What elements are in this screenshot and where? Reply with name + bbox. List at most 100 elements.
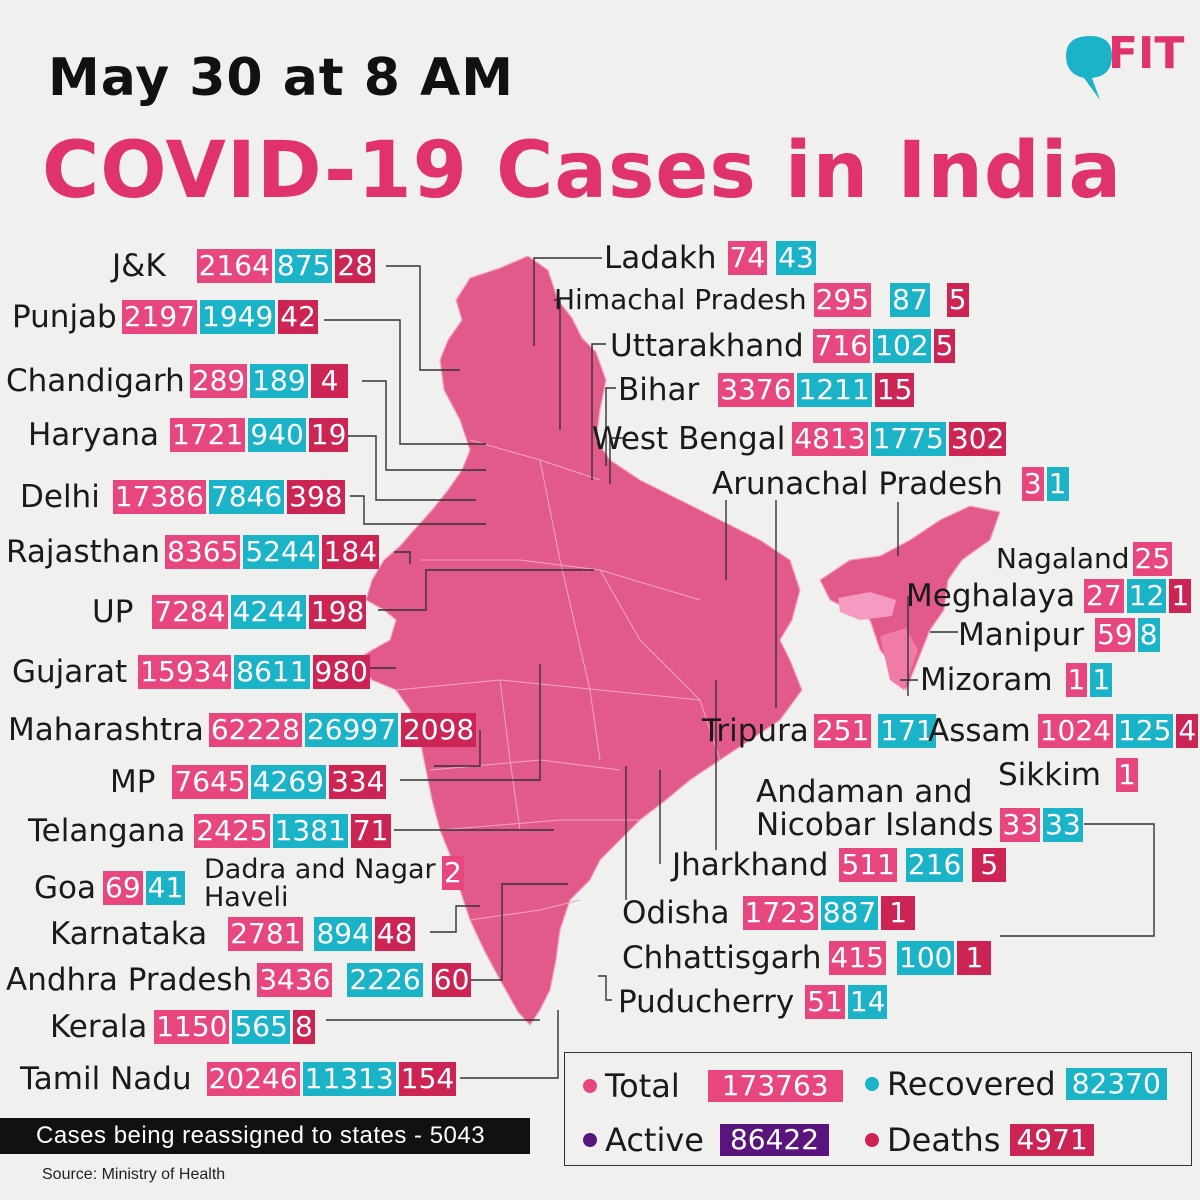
recovered-dot-icon <box>865 1077 879 1091</box>
recovered-value: 4269 <box>250 765 326 799</box>
andaman-name-line1: Andaman and <box>756 774 973 810</box>
recovered-value: 7846 <box>208 480 285 514</box>
legend-deaths: Deaths 4971 <box>865 1121 1094 1159</box>
state-name: Nagaland <box>996 542 1130 575</box>
state-name: Chhattisgarh <box>622 939 822 976</box>
total-value: 7645 <box>172 765 248 799</box>
recovered-value: 894 <box>314 917 372 951</box>
state-name: Himachal Pradesh <box>554 283 807 316</box>
state-name: Goa <box>34 869 96 906</box>
recovered-value: 171 <box>878 714 936 748</box>
state-puducherry: Puducherry 51 14 <box>618 985 889 1019</box>
deaths-value: 198 <box>308 595 367 629</box>
deaths-value: 48 <box>374 917 415 951</box>
state-arunachal: Arunachal Pradesh 3 1 <box>712 467 1071 501</box>
deaths-value: 71 <box>350 814 391 848</box>
recovered-value: 8611 <box>234 655 310 689</box>
total-value: 8365 <box>165 535 241 569</box>
recovered-value: 5244 <box>243 535 319 569</box>
legend-label: Total <box>605 1067 680 1105</box>
total-value: 25 <box>1132 542 1173 576</box>
state-chandigarh: Chandigarh 289 189 4 <box>6 364 350 398</box>
state-name: Assam <box>928 712 1031 749</box>
total-value: 74 <box>727 241 768 275</box>
recovered-value: 102 <box>873 329 931 363</box>
state-name: Chandigarh <box>6 362 185 399</box>
state-name: Rajasthan <box>6 533 161 570</box>
state-name: West Bengal <box>592 420 786 457</box>
recovered-value: 87 <box>890 283 930 317</box>
recovered-value: 1775 <box>870 422 946 456</box>
state-tamilnadu: Tamil Nadu 20246 11313 154 <box>20 1062 458 1096</box>
deaths-value: 2098 <box>400 713 477 747</box>
deaths-value: 398 <box>287 480 345 514</box>
total-value: 15934 <box>138 655 232 689</box>
deaths-value: 28 <box>335 249 376 283</box>
legend-value: 86422 <box>719 1124 830 1156</box>
total-value: 62228 <box>208 713 302 747</box>
legend-value: 82370 <box>1065 1068 1167 1100</box>
state-sikkim: Sikkim 1 <box>998 758 1140 792</box>
recovered-value: 12 <box>1126 579 1167 613</box>
state-name: Sikkim <box>998 756 1102 793</box>
state-name: Puducherry <box>618 983 795 1020</box>
state-himachal: Himachal Pradesh 295 87 5 <box>554 283 971 317</box>
deaths-value: 1 <box>957 941 992 975</box>
recovered-value: 940 <box>248 418 306 452</box>
total-value: 1723 <box>742 896 818 930</box>
total-value: 69 <box>103 871 143 905</box>
recovered-value: 14 <box>847 985 888 1019</box>
state-name: Ladakh <box>604 239 717 276</box>
state-name: MP <box>110 763 156 800</box>
total-value: 3376 <box>718 373 794 407</box>
source-note: Source: Ministry of Health <box>42 1166 226 1183</box>
state-name: Meghalaya <box>906 577 1076 614</box>
state-name: Gujarat <box>12 653 128 690</box>
state-jharkhand: Jharkhand 511 216 5 <box>672 848 1008 882</box>
total-value: 511 <box>839 848 897 882</box>
dateline: May 30 at 8 AM <box>48 48 515 108</box>
recovered-value: 216 <box>905 848 964 882</box>
recovered-value: 4244 <box>230 595 306 629</box>
legend: Total 173763 Recovered 82370 Active 8642… <box>564 1052 1192 1166</box>
state-tripura: Tripura 251 171 <box>702 714 938 748</box>
recovered-value: 11313 <box>302 1062 396 1096</box>
recovered-value: 8 <box>1137 618 1160 652</box>
state-gujarat: Gujarat 15934 8611 980 <box>12 655 372 689</box>
deaths-value: 334 <box>328 765 387 799</box>
legend-label: Deaths <box>887 1121 1001 1159</box>
recovered-value: 1 <box>1046 467 1069 501</box>
total-value: 7284 <box>152 595 228 629</box>
state-kerala: Kerala 1150 565 8 <box>50 1010 317 1044</box>
state-name: Telangana <box>28 812 186 849</box>
recovered-value: 2226 <box>347 963 423 997</box>
total-value: 17386 <box>112 480 206 514</box>
total-value: 2425 <box>194 814 270 848</box>
fit-logo-icon <box>1066 36 1112 100</box>
deaths-value: 5 <box>972 848 1007 882</box>
total-value: 27 <box>1084 579 1124 613</box>
deaths-value: 4 <box>310 364 349 398</box>
state-uttarakhand: Uttarakhand 716 102 5 <box>610 329 957 363</box>
total-value: 295 <box>813 283 872 317</box>
state-name: J&K <box>112 247 166 284</box>
total-value: 1 <box>1065 663 1088 697</box>
total-value: 33 <box>1000 808 1041 842</box>
deaths-value: 15 <box>874 373 915 407</box>
deaths-dot-icon <box>865 1133 879 1147</box>
total-value: 2781 <box>228 917 304 951</box>
state-mp: MP 7645 4269 334 <box>110 765 388 799</box>
state-chhattisgarh: Chhattisgarh 415 100 1 <box>622 941 993 975</box>
total-value: 251 <box>813 714 872 748</box>
total-value: 59 <box>1095 618 1135 652</box>
total-value: 4813 <box>792 422 868 456</box>
deaths-value: 5 <box>946 283 969 317</box>
total-value: 2 <box>442 856 464 890</box>
total-value: 2197 <box>121 300 197 334</box>
state-name: Odisha <box>622 894 730 931</box>
recovered-value: 1 <box>1090 663 1113 697</box>
state-name: Andhra Pradesh <box>6 961 253 998</box>
dadra-name: Dadra and Nagar Haveli <box>204 854 436 913</box>
state-telangana: Telangana 2425 1381 71 <box>28 814 393 848</box>
deaths-value: 1 <box>1169 579 1192 613</box>
